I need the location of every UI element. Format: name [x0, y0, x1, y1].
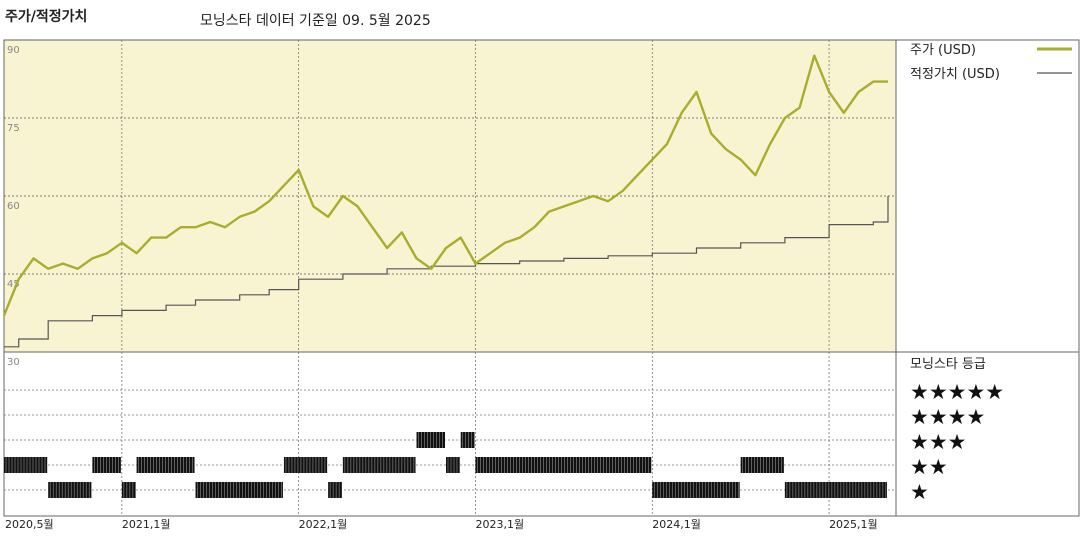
- rating-bar: [342, 457, 416, 473]
- legend-price-label: 주가 (USD): [910, 43, 976, 58]
- y-tick-label: 75: [7, 123, 20, 134]
- legend-panel: [895, 39, 1080, 517]
- rating-bar: [48, 482, 92, 498]
- rating-history: [4, 432, 887, 498]
- x-tick-label: 2024,1월: [652, 518, 701, 531]
- x-tick-label: 2025,1월: [829, 518, 878, 531]
- price-line: [2, 54, 888, 317]
- x-tick-label: 2020,5월: [5, 518, 54, 531]
- star-rating-level: ★★★★: [910, 405, 985, 429]
- x-tick-label: 2021,1월: [122, 518, 171, 531]
- y-tick-label: 90: [7, 45, 20, 56]
- star-rating-level: ★★: [910, 455, 948, 479]
- legend-fair-label: 적정가치 (USD): [910, 67, 1000, 82]
- rating-bar: [460, 432, 475, 448]
- rating-bar: [475, 457, 652, 473]
- y-tick-label: 45: [7, 279, 20, 290]
- rating-bar: [740, 457, 784, 473]
- rating-bar: [446, 457, 460, 473]
- grid: [4, 39, 896, 516]
- rating-bar: [4, 457, 48, 473]
- chart-title: 주가/적정가치: [5, 8, 87, 25]
- chart-subtitle: 모닝스타 데이터 기준일 09. 5월 2025: [200, 13, 431, 29]
- rating-bar: [283, 457, 328, 473]
- rating-bar: [784, 482, 887, 498]
- star-rating-level: ★★★★★: [910, 380, 1004, 404]
- rating-bar: [328, 482, 342, 498]
- x-tick-labels: 2020,5월 2021,1월 2022,1월 2023,1월 2024,1월 2025,…: [5, 518, 878, 531]
- rating-plot-area: [3, 351, 897, 517]
- x-tick-label: 2023,1월: [475, 518, 524, 531]
- y-tick-labels: 90 75 60 45 30: [7, 45, 20, 368]
- x-tick-label: 2022,1월: [299, 518, 348, 531]
- rating-bar: [121, 482, 136, 498]
- rating-title: 모닝스타 등급: [910, 357, 986, 372]
- y-tick-label: 60: [7, 201, 20, 212]
- star-rating-level: ★: [910, 480, 929, 504]
- y-tick-label: 30: [7, 357, 20, 368]
- star-rating-level: ★★★: [910, 430, 966, 454]
- star-rating-legend: ★★★★★★★★★★★★★★★: [910, 380, 1004, 504]
